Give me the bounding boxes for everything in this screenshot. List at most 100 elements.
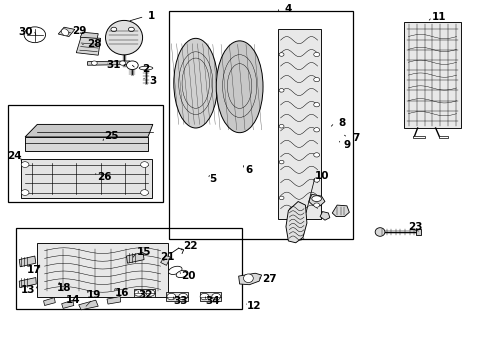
- Ellipse shape: [168, 266, 182, 274]
- Text: 34: 34: [205, 296, 220, 306]
- Text: 28: 28: [87, 40, 102, 49]
- Ellipse shape: [111, 27, 117, 32]
- Bar: [168, 12, 352, 239]
- Bar: [16, 228, 241, 309]
- Polygon shape: [415, 229, 420, 234]
- Ellipse shape: [313, 52, 319, 57]
- Ellipse shape: [279, 89, 284, 92]
- Polygon shape: [285, 202, 306, 243]
- Polygon shape: [331, 205, 348, 217]
- Ellipse shape: [313, 77, 319, 82]
- Polygon shape: [320, 212, 329, 220]
- Ellipse shape: [24, 27, 45, 42]
- Ellipse shape: [126, 61, 138, 69]
- Polygon shape: [404, 22, 460, 128]
- Polygon shape: [134, 289, 155, 297]
- Text: 17: 17: [26, 265, 41, 275]
- Polygon shape: [58, 27, 75, 37]
- Text: 25: 25: [104, 131, 119, 141]
- Text: 2: 2: [142, 64, 149, 74]
- Text: 26: 26: [97, 172, 111, 182]
- Polygon shape: [107, 297, 121, 304]
- Ellipse shape: [21, 162, 29, 167]
- Text: 20: 20: [181, 271, 195, 281]
- Polygon shape: [43, 298, 55, 306]
- Ellipse shape: [105, 21, 142, 55]
- Ellipse shape: [178, 293, 187, 300]
- Text: 29: 29: [72, 26, 87, 36]
- Polygon shape: [61, 300, 74, 309]
- Text: 18: 18: [57, 283, 71, 293]
- Polygon shape: [166, 292, 187, 301]
- Ellipse shape: [139, 66, 153, 70]
- Polygon shape: [25, 137, 148, 151]
- Polygon shape: [438, 136, 447, 138]
- Text: 23: 23: [407, 222, 422, 232]
- Text: 30: 30: [19, 27, 33, 37]
- Ellipse shape: [176, 270, 187, 278]
- Text: 12: 12: [246, 301, 261, 311]
- Ellipse shape: [216, 41, 263, 133]
- Text: 13: 13: [21, 285, 36, 296]
- Text: 11: 11: [431, 12, 446, 22]
- Text: 21: 21: [160, 252, 174, 262]
- Polygon shape: [192, 42, 216, 126]
- Ellipse shape: [243, 274, 253, 283]
- Ellipse shape: [141, 190, 148, 195]
- Text: 14: 14: [65, 295, 80, 305]
- Text: 31: 31: [106, 59, 121, 69]
- Ellipse shape: [313, 153, 319, 157]
- Text: 1: 1: [148, 12, 155, 22]
- Ellipse shape: [166, 293, 175, 300]
- Text: 5: 5: [209, 174, 216, 184]
- Ellipse shape: [61, 29, 68, 36]
- Polygon shape: [80, 32, 98, 39]
- Text: 22: 22: [183, 241, 198, 251]
- Polygon shape: [126, 252, 144, 263]
- Text: 19: 19: [87, 291, 102, 301]
- Text: 24: 24: [7, 150, 21, 161]
- Text: 33: 33: [173, 296, 187, 306]
- Ellipse shape: [311, 196, 321, 202]
- Polygon shape: [238, 273, 261, 285]
- Text: 3: 3: [149, 76, 156, 86]
- Ellipse shape: [21, 190, 29, 195]
- Polygon shape: [37, 243, 167, 297]
- Text: 10: 10: [315, 171, 329, 181]
- Polygon shape: [308, 194, 325, 206]
- Text: 27: 27: [262, 274, 277, 284]
- Bar: [8, 105, 163, 202]
- Ellipse shape: [128, 27, 134, 32]
- Polygon shape: [76, 37, 101, 55]
- Ellipse shape: [173, 39, 217, 128]
- Ellipse shape: [279, 125, 284, 128]
- Text: 15: 15: [137, 247, 151, 257]
- Polygon shape: [79, 300, 98, 310]
- Polygon shape: [87, 61, 130, 65]
- Ellipse shape: [313, 178, 319, 182]
- Text: 8: 8: [338, 118, 345, 128]
- Polygon shape: [199, 292, 221, 301]
- Text: 16: 16: [114, 288, 129, 298]
- Ellipse shape: [313, 128, 319, 132]
- Ellipse shape: [141, 162, 148, 167]
- Text: 6: 6: [245, 165, 252, 175]
- Polygon shape: [19, 278, 36, 288]
- Ellipse shape: [211, 293, 220, 300]
- Ellipse shape: [200, 293, 208, 300]
- Text: 7: 7: [351, 133, 359, 143]
- Ellipse shape: [279, 196, 284, 200]
- Ellipse shape: [146, 290, 155, 296]
- Ellipse shape: [279, 160, 284, 164]
- Text: 9: 9: [343, 140, 350, 150]
- Ellipse shape: [279, 53, 284, 56]
- Ellipse shape: [374, 228, 384, 236]
- Text: 4: 4: [284, 4, 291, 14]
- Polygon shape: [277, 30, 320, 220]
- Polygon shape: [21, 159, 152, 198]
- Polygon shape: [19, 256, 36, 267]
- Ellipse shape: [313, 103, 319, 107]
- Text: 32: 32: [139, 291, 153, 301]
- Ellipse shape: [91, 61, 97, 65]
- Ellipse shape: [313, 203, 319, 207]
